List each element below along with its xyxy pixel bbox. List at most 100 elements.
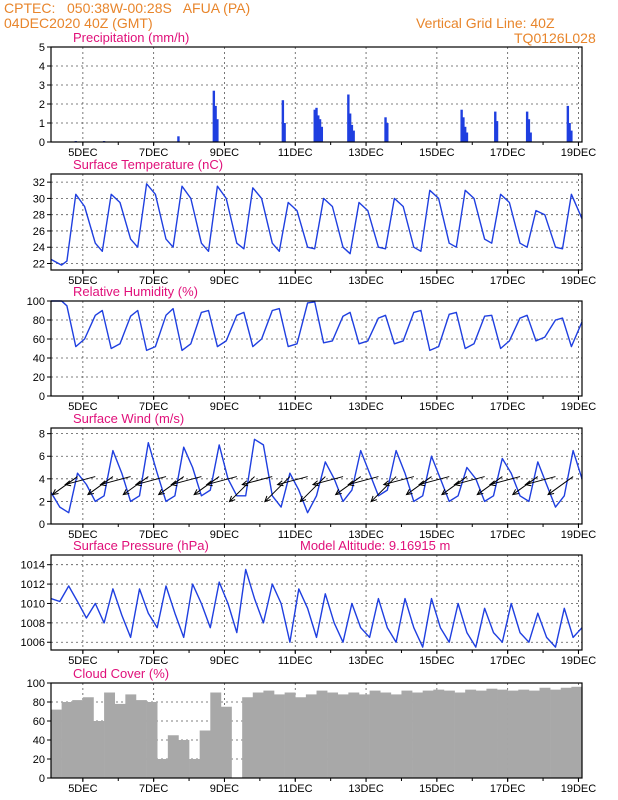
precip-bar [320,126,324,142]
cloud-panel [47,682,583,782]
cloud-area-column [178,740,190,778]
cloud-ytick-label: 100 [27,678,45,690]
precip-bar [529,132,532,142]
cloud-xtick-label: 7DEC [139,783,168,795]
pres-annotation: Model Altitude: 9.16915 m [300,538,450,553]
cloud-area-column [104,692,116,778]
rh-title: Relative Humidity (%) [73,284,198,299]
precip-xtick-label: 7DEC [139,147,168,159]
wind-vector [348,476,379,486]
pres-frame [50,554,583,651]
cloud-xtick-label: 11DEC [278,783,313,795]
pres-ytick-label: 1006 [21,637,45,649]
temp-xtick-label: 17DEC [490,275,526,287]
temp-xtick-label: 19DEC [561,275,597,287]
rh-xtick-label: 11DEC [278,401,313,413]
cloud-area-column [93,721,105,778]
wind-xtick-label: 19DEC [561,529,597,541]
precip-bar [216,119,219,142]
precip-bar [177,136,180,142]
cloud-area-column [528,690,540,778]
precip-ytick-label: 0 [39,137,45,149]
wind-vector [52,476,78,495]
wind-vector [229,476,255,502]
cloud-area-column [358,694,370,778]
cloud-area-column [210,692,222,778]
precip-title: Precipitation (mm/h) [73,30,189,45]
precip-bar [525,111,529,142]
wind-vector-head [193,489,201,496]
rh-xtick-label: 19DEC [561,401,597,413]
precip-bar [313,109,316,142]
cloud-xtick-label: 5DEC [68,783,97,795]
cloud-area-column [157,759,169,778]
cloud-area-column [51,709,62,778]
precip-ytick-label: 4 [39,61,45,73]
cloud-area-column [114,703,126,778]
wind-vector [65,476,96,486]
wind-xtick-label: 9DEC [210,529,239,541]
temp-xtick-label: 13DEC [348,275,384,287]
pres-xtick-label: 15DEC [419,655,455,667]
pres-title: Surface Pressure (hPa) [73,538,209,553]
cloud-xtick-label: 17DEC [490,783,526,795]
cloud-area-column [454,692,466,778]
wind-vector [489,476,521,486]
precip-panel [47,46,583,146]
precip-bar [212,90,216,142]
precip-xtick-label: 9DEC [210,147,239,159]
pres-ytick-label: 1010 [21,598,45,610]
wind-vector [477,476,503,495]
wind-xtick-label: 15DEC [419,529,455,541]
cloud-area-column [550,689,562,778]
pres-panel [47,554,583,654]
wind-vector [525,476,556,486]
cloud-area-column [475,690,487,778]
station-header: CPTEC: 050:38W-00:28S AFUA (PA) [4,0,251,16]
model-code: TQ0126L028 [514,30,596,46]
wind-vector [383,476,414,486]
wind-vector-head [311,480,319,487]
cloud-area-column [125,694,137,778]
wind-panel [47,427,583,528]
wind-vector-head [64,480,72,487]
wind-vector [547,476,574,495]
temp-xtick-label: 15DEC [419,275,455,287]
wind-vector [370,476,397,502]
wind-vector [277,476,308,486]
cloud-area-column [390,694,402,778]
run-datetime: 04DEC2020 40Z (GMT) [4,15,153,31]
rh-ytick-label: 20 [33,372,45,384]
precip-ytick-label: 3 [39,80,45,92]
pres-xtick-label: 5DEC [68,655,97,667]
rh-ytick-label: 60 [33,334,45,346]
wind-vector-head [299,495,307,503]
precip-bar [465,132,469,142]
precip-bar [527,119,531,142]
wind-vector-head [99,480,107,487]
wind-ytick-label: 8 [39,429,45,441]
wind-vector [299,476,326,502]
cloud-area-column [560,687,572,778]
cloud-area-column [465,689,477,778]
vertical-grid-note: Vertical Grid Line: 40Z [416,15,555,31]
precip-frame [50,46,583,143]
wind-vector-head [405,489,413,496]
wind-vector-head [157,489,165,496]
cloud-area-column [220,706,232,778]
wind-vector-head [453,480,461,487]
precip-xtick-label: 19DEC [561,147,597,159]
wind-vector-head [241,480,249,487]
cloud-area-column [539,687,551,778]
precip-bar [281,100,285,142]
cloud-area-column [380,692,392,778]
precip-ytick-label: 5 [39,42,45,54]
cloud-area-column [327,692,339,778]
wind-vector-head [476,489,484,496]
pres-ytick-label: 1012 [21,579,45,591]
rh-series-line [51,300,583,352]
temp-xtick-label: 5DEC [68,275,97,287]
temp-ytick-label: 26 [33,226,45,238]
cloud-area-column [316,690,328,778]
temp-ytick-label: 30 [33,193,45,205]
